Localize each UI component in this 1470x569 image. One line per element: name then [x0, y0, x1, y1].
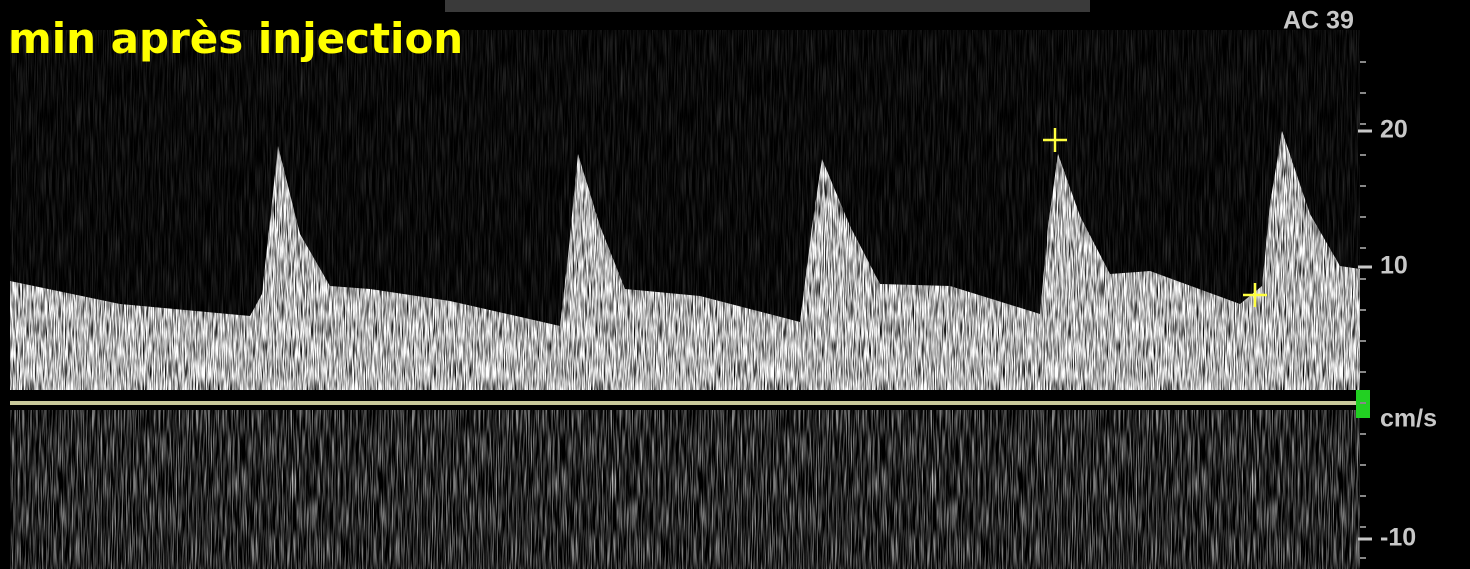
scale-tick-label: 10 [1380, 252, 1408, 280]
reverse-flow-noise [10, 410, 1360, 569]
scale-tick-label: -10 [1380, 524, 1416, 552]
header-label: AC 39 [1283, 7, 1354, 35]
scale-unit: cm/s [1380, 405, 1437, 433]
page: min après injection AC 39 cm/s 2010-10 (… [0, 0, 1470, 569]
image-strip [445, 0, 1090, 12]
caption: min après injection [8, 14, 463, 63]
scale-tick-label: 20 [1380, 116, 1408, 144]
doppler-screen: min après injection AC 39 cm/s 20 10 -10 [0, 0, 1470, 569]
